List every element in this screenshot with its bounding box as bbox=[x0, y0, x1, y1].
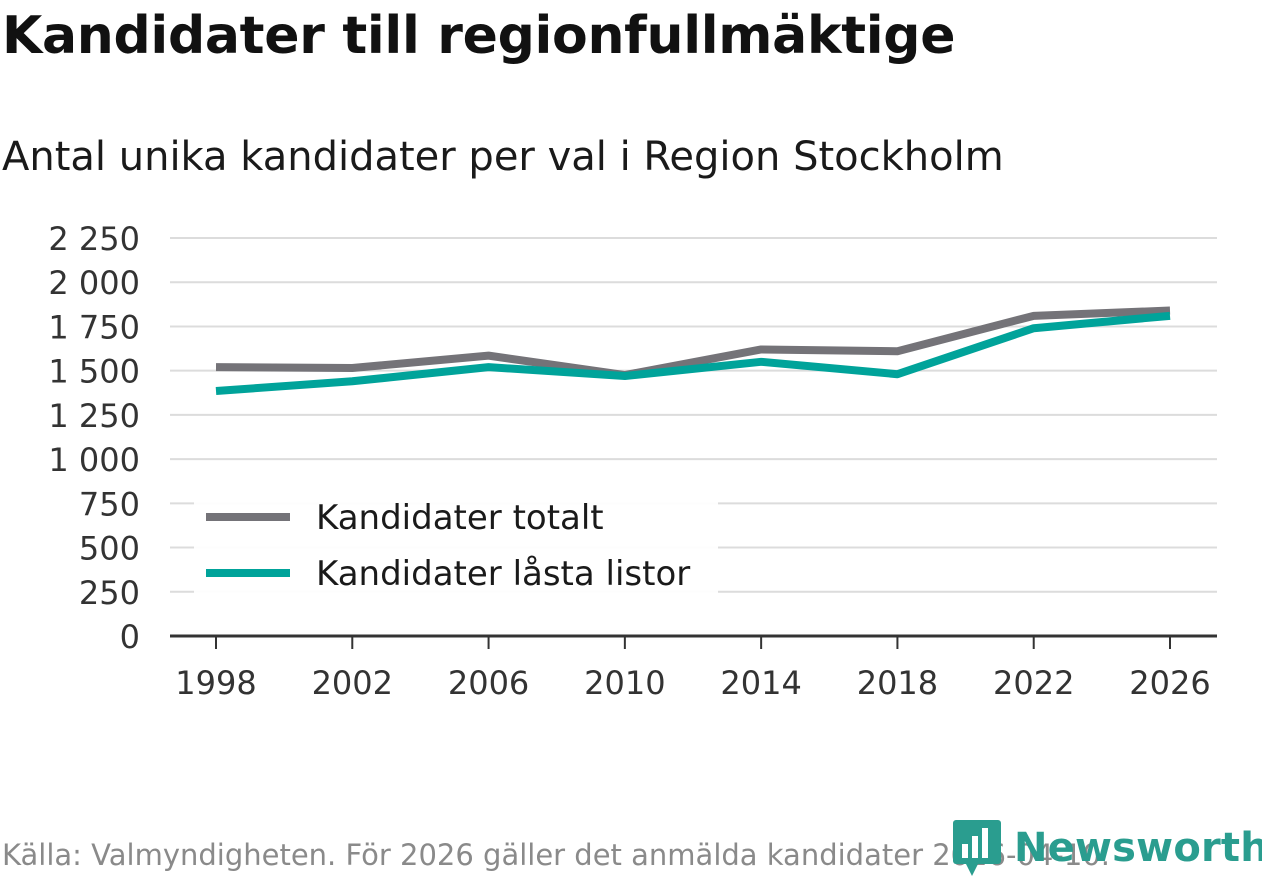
brand-logo: Newsworthy bbox=[952, 818, 1262, 878]
legend-label: Kandidater låsta listor bbox=[316, 554, 690, 594]
legend-label: Kandidater totalt bbox=[316, 498, 604, 538]
bar-chart-logo-icon bbox=[953, 820, 1001, 876]
series-lines bbox=[215, 306, 1171, 395]
y-tick-label: 750 bbox=[79, 485, 140, 523]
series-line-1 bbox=[215, 306, 1171, 380]
y-tick-label: 1 250 bbox=[48, 397, 140, 435]
x-tick-label: 2022 bbox=[993, 664, 1074, 702]
source-note: Källa: Valmyndigheten. För 2026 gäller d… bbox=[2, 838, 1110, 872]
y-tick-label: 1 000 bbox=[48, 441, 140, 479]
y-tick-label: 0 bbox=[120, 618, 140, 656]
x-tick-label: 1998 bbox=[175, 664, 256, 702]
chart-subtitle: Antal unika kandidater per val i Region … bbox=[2, 134, 1004, 180]
y-tick-label: 2 000 bbox=[48, 264, 140, 302]
x-tick-label: 2006 bbox=[448, 664, 529, 702]
x-tick-label: 2010 bbox=[584, 664, 665, 702]
x-tick-label: 2018 bbox=[857, 664, 938, 702]
series-line-2 bbox=[215, 311, 1171, 395]
x-tick-label: 2014 bbox=[720, 664, 801, 702]
x-axis: 1998 2002 2006 2010 2014 2018 2022 2026 bbox=[170, 634, 1217, 702]
y-tick-label: 500 bbox=[79, 530, 140, 568]
y-tick-label: 2 250 bbox=[48, 220, 140, 258]
y-axis-ticks: 0 250 500 750 1 000 1 250 1 500 1 750 2 000 2 250 bbox=[48, 220, 140, 656]
y-tick-label: 1 750 bbox=[48, 308, 140, 346]
y-tick-label: 250 bbox=[79, 574, 140, 612]
brand-name: Newsworthy bbox=[1014, 825, 1262, 871]
x-tick-label: 2026 bbox=[1129, 664, 1210, 702]
legend: Kandidater totalt Kandidater låsta listor bbox=[194, 495, 718, 597]
x-tick-label: 2002 bbox=[312, 664, 393, 702]
y-tick-label: 1 500 bbox=[48, 353, 140, 391]
chart-title: Kandidater till regionfullmäktige bbox=[2, 6, 956, 66]
legend-background bbox=[194, 495, 718, 597]
